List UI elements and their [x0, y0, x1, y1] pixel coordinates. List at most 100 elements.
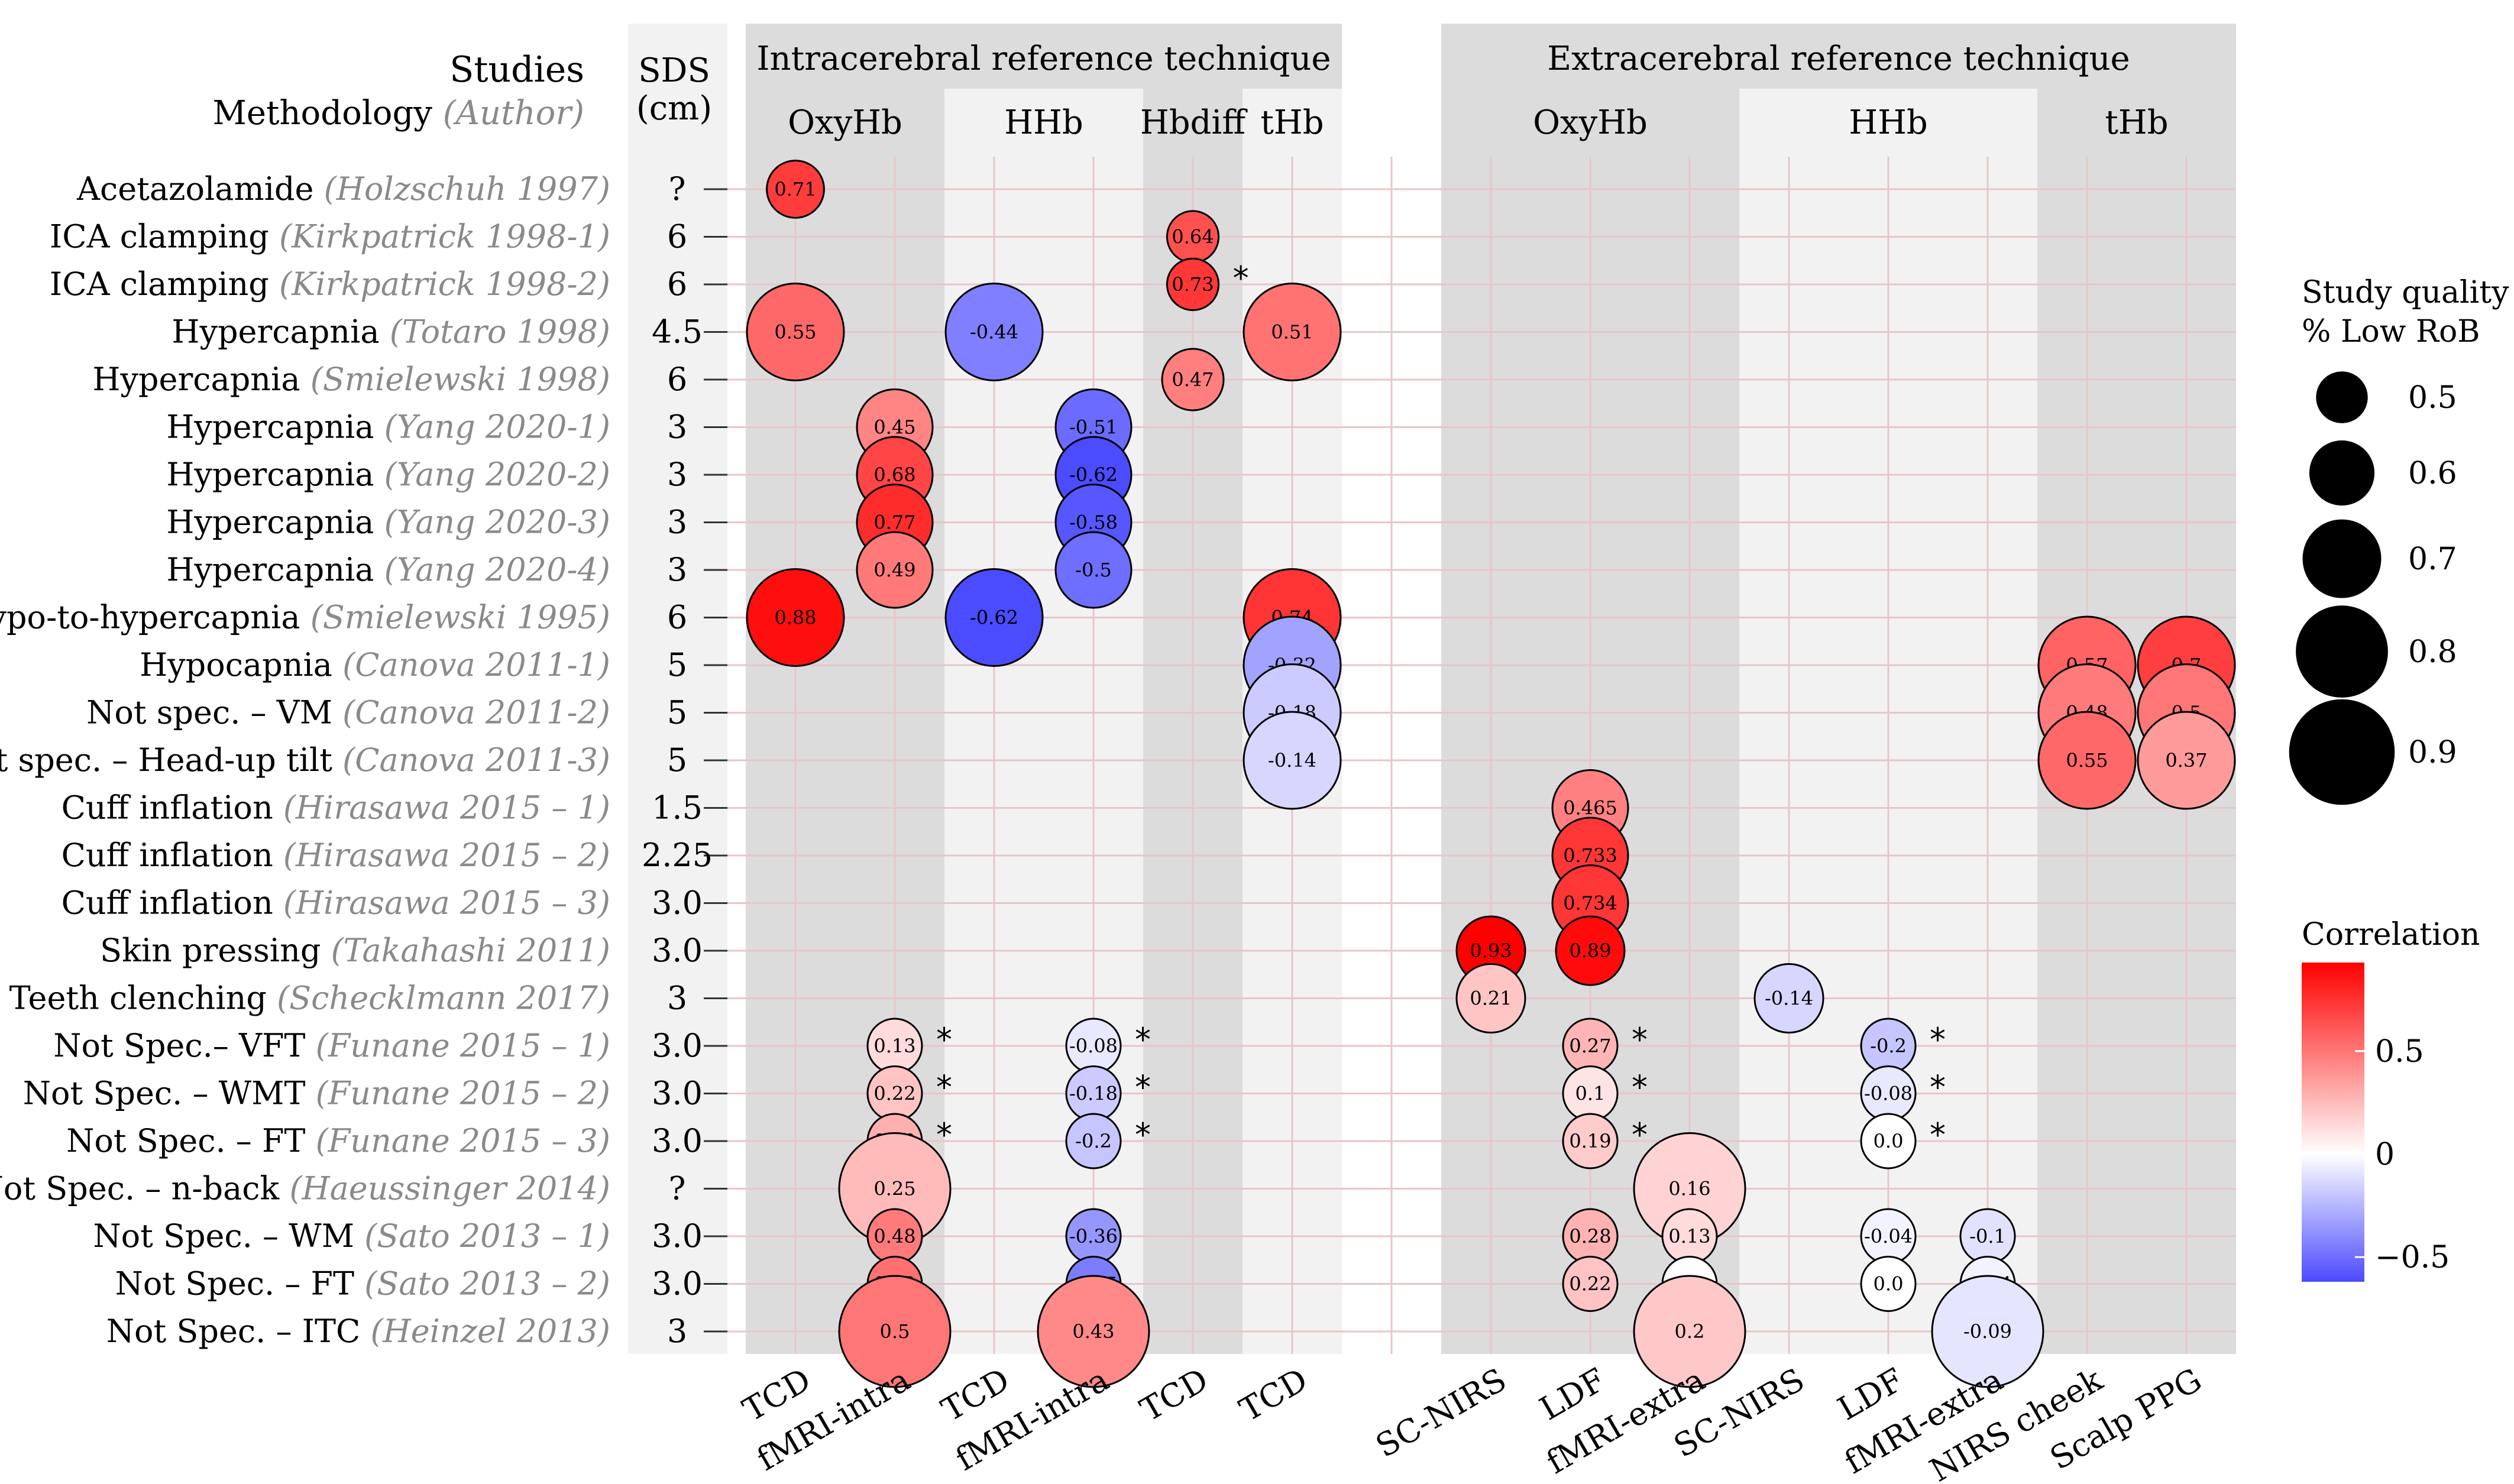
- row-label: Not Spec. – FT (Sato 2013 – 2): [115, 1265, 610, 1302]
- significance-star: *: [1632, 1116, 1648, 1153]
- row-label: Hypercapnia (Yang 2020-1): [166, 409, 610, 446]
- bubble-value: 0.465: [1563, 797, 1617, 819]
- sds-value: 3.0: [652, 884, 703, 922]
- row-label: Not spec. – Head-up tilt (Canova 2011-3): [0, 741, 610, 779]
- sds-value: 3: [667, 551, 687, 588]
- sds-value: 6: [667, 361, 687, 398]
- row-label: Acetazolamide (Holzschuh 1997): [76, 170, 610, 208]
- sds-value: 5: [667, 646, 687, 683]
- bubble: [766, 160, 825, 219]
- bubble: [1860, 1256, 1917, 1312]
- bubble: [2137, 711, 2236, 810]
- bubble-value: 0.77: [873, 511, 915, 534]
- row-label: Not Spec. – FT (Funane 2015 – 3): [66, 1122, 610, 1159]
- size-legend-label: 0.6: [2408, 456, 2457, 491]
- bubble-value: 0.47: [1172, 368, 1214, 391]
- sds-value: 3: [667, 1313, 687, 1350]
- row-label: Hypercapnia (Yang 2020-2): [166, 456, 610, 493]
- row-label: Hypocapnia (Canova 2011-1): [140, 646, 610, 683]
- bubble-value: 0.19: [1569, 1130, 1611, 1152]
- size-legend-label: 0.5: [2408, 380, 2457, 416]
- row-label: Cuff inflation (Hirasawa 2015 – 1): [62, 789, 610, 827]
- sds-value: 6: [667, 599, 687, 636]
- methodology-title: Methodology (Author): [212, 94, 584, 132]
- bubble: [944, 568, 1044, 667]
- sds-value: 6: [667, 265, 687, 303]
- row-label: Not Spec. – n-back (Haeussinger 2014): [0, 1170, 610, 1207]
- sds-value: 3: [667, 409, 687, 446]
- significance-star: *: [936, 1069, 952, 1106]
- sds-value: 5: [667, 694, 687, 731]
- sds-value: 3.0: [652, 1217, 703, 1255]
- significance-star: *: [1233, 260, 1249, 297]
- sds-value: 2.25: [642, 837, 713, 874]
- size-legend-circle: [2296, 605, 2388, 698]
- sds-value: 3.0: [652, 1122, 703, 1159]
- row-label: Hypercapnia (Yang 2020-4): [166, 551, 610, 588]
- bubble: [1161, 348, 1225, 411]
- sds-value: 3.0: [652, 1265, 703, 1302]
- bubble: [2037, 711, 2137, 810]
- row-label: Not Spec. – WMT (Funane 2015 – 2): [23, 1075, 610, 1112]
- sds-unit: (cm): [636, 89, 712, 128]
- bubble-value: -0.08: [1069, 1035, 1118, 1057]
- bubble: [1054, 531, 1133, 609]
- bubble: [1562, 1256, 1619, 1312]
- subgroup-band: [944, 89, 1143, 1354]
- row-label: Hypo-to-hypercapnia (Smielewski 1995): [0, 599, 610, 636]
- significance-star: *: [1135, 1021, 1151, 1058]
- bubble-value: 0.48: [873, 1225, 915, 1248]
- bubble: [1633, 1275, 1746, 1388]
- subgroup-label: HHb: [1849, 103, 1928, 142]
- grid-lines: [704, 157, 2236, 1354]
- significance-star: *: [1930, 1069, 1946, 1106]
- size-legend-circle: [2316, 371, 2368, 423]
- bubble-value: 0.0: [1874, 1130, 1904, 1152]
- significance-star: *: [1135, 1069, 1151, 1106]
- size-legend: Study quality % Low RoB 0.5 0.6 0.7 0.8 0.9: [2289, 275, 2509, 805]
- sds-band: [628, 24, 727, 1354]
- sds-value: 3: [667, 980, 687, 1017]
- subgroup-label: OxyHb: [788, 103, 902, 142]
- row-label: Not Spec. – WM (Sato 2013 – 1): [93, 1217, 610, 1255]
- row-label: ICA clamping (Kirkpatrick 1998-2): [50, 265, 610, 303]
- bubble-value: 0.733: [1563, 844, 1617, 867]
- color-legend-title: Correlation: [2302, 917, 2480, 952]
- bubble: [1555, 915, 1626, 986]
- row-label: ICA clamping (Kirkpatrick 1998-1): [50, 218, 610, 255]
- bubble: [1455, 963, 1526, 1033]
- size-legend-circle: [2309, 440, 2375, 506]
- row-labels: Acetazolamide (Holzschuh 1997) ? ICA clamp…: [0, 170, 713, 1350]
- bubble-value: -0.2: [1870, 1035, 1907, 1057]
- sds-value: 1.5: [652, 789, 703, 827]
- bubble: [1243, 711, 1342, 810]
- sds-title: SDS: [638, 51, 710, 90]
- bubble: [838, 1275, 952, 1388]
- bubble-value: 0.22: [1569, 1273, 1611, 1295]
- row-label: Not Spec. – ITC (Heinzel 2013): [106, 1313, 610, 1350]
- row-label: Hypercapnia (Yang 2020-3): [166, 504, 610, 541]
- row-label: Not Spec.– VFT (Funane 2015 – 1): [53, 1027, 610, 1064]
- bubble-value: -0.36: [1069, 1225, 1118, 1248]
- bubble-value: 0.51: [1271, 321, 1313, 344]
- bubble-value: 0.93: [1470, 939, 1512, 962]
- size-legend-circle: [2289, 699, 2395, 805]
- bubble-value: 0.55: [2066, 749, 2108, 772]
- subgroup-label: HHb: [1004, 103, 1083, 142]
- bubble-value: 0.28: [1569, 1225, 1611, 1248]
- bubble: [1037, 1275, 1150, 1388]
- bubble-value: 0.43: [1072, 1320, 1114, 1343]
- sds-value: 3.0: [652, 1027, 703, 1064]
- bubble-value: 0.55: [774, 321, 816, 344]
- subgroup-label: Hbdiff: [1140, 103, 1248, 142]
- sds-value: 4.5: [652, 313, 703, 351]
- size-legend-label: 0.9: [2408, 735, 2457, 770]
- bubble-value: 0.13: [873, 1035, 915, 1057]
- row-label: Cuff inflation (Hirasawa 2015 – 3): [62, 884, 610, 922]
- bubble-value: 0.21: [1470, 987, 1512, 1010]
- bubble-value: 0.45: [873, 416, 915, 439]
- group-band: [746, 24, 1342, 89]
- size-legend-circle: [2302, 519, 2382, 598]
- bubble-value: -0.04: [1864, 1225, 1913, 1248]
- bubble-value: -0.51: [1069, 416, 1118, 439]
